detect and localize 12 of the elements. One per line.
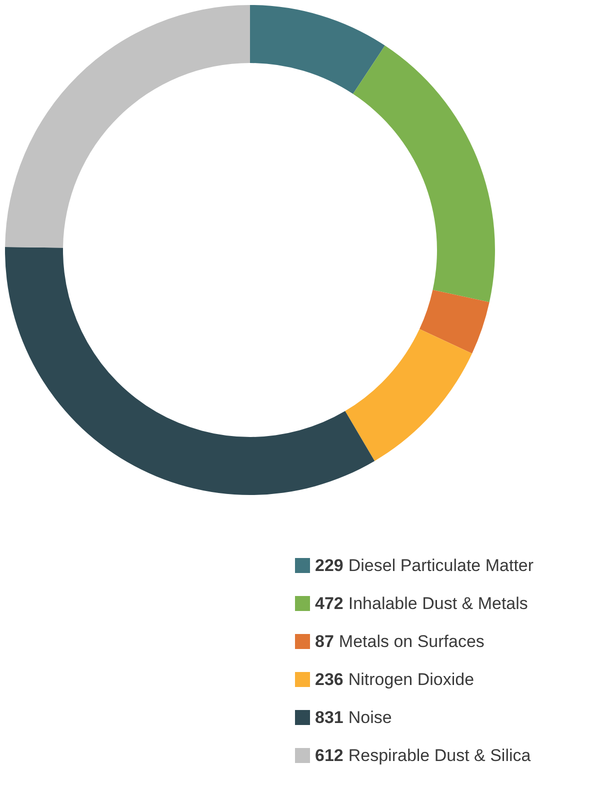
legend-label: Noise bbox=[348, 708, 392, 727]
data-label: 236 bbox=[315, 670, 344, 689]
legend-label: Inhalable Dust & Metals bbox=[348, 594, 528, 613]
legend-label: Diesel Particulate Matter bbox=[348, 556, 534, 575]
data-label: 831 bbox=[315, 708, 344, 727]
legend-label: Respirable Dust & Silica bbox=[348, 746, 532, 765]
legend-label: Metals on Surfaces bbox=[338, 632, 484, 651]
data-label: 472 bbox=[315, 594, 344, 613]
data-label: 87 bbox=[315, 632, 334, 651]
data-label: 612 bbox=[315, 746, 344, 765]
data-label: 229 bbox=[315, 556, 344, 575]
legend-label: Nitrogen Dioxide bbox=[348, 670, 474, 689]
